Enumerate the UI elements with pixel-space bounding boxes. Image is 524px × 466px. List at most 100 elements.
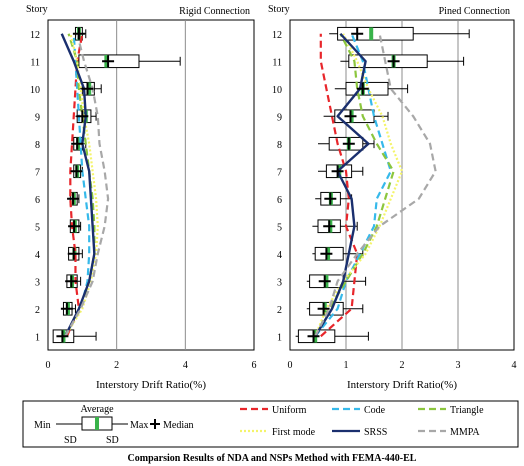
median-marker xyxy=(76,110,89,123)
y-tick-label: 8 xyxy=(277,140,282,151)
box-story-11 xyxy=(78,54,181,69)
series-line-mmpa xyxy=(64,33,110,337)
y-tick-label: 11 xyxy=(272,57,282,68)
x-tick-label: 2 xyxy=(114,360,119,371)
legend-entry-srss: SRSS xyxy=(332,427,387,438)
x-tick-label: 4 xyxy=(183,360,188,371)
x-tick-label: 3 xyxy=(456,360,461,371)
legend-sd-left-label: SD xyxy=(64,435,77,446)
y-axis-label: Story xyxy=(268,4,290,15)
y-tick-label: 6 xyxy=(35,195,40,206)
series-line-uniform xyxy=(319,33,359,338)
chart-title: Pined Connection xyxy=(439,6,510,17)
y-axis-label: Story xyxy=(26,4,48,15)
median-marker xyxy=(342,137,355,150)
legend-median-icon xyxy=(150,419,160,429)
chart-title: Rigid Connection xyxy=(179,6,250,17)
legend-entry-first-mode: First mode xyxy=(240,427,316,438)
x-tick-label: 4 xyxy=(512,360,517,371)
median-marker xyxy=(60,302,73,315)
x-tick-label: 0 xyxy=(46,360,51,371)
series-line-mmpa xyxy=(314,33,437,337)
median-marker xyxy=(102,55,115,68)
box-story-10 xyxy=(334,81,409,96)
legend-label: Code xyxy=(364,405,386,416)
box-story-1 xyxy=(295,329,369,344)
sd-box xyxy=(337,26,414,41)
y-tick-label: 2 xyxy=(35,305,40,316)
series-line-srss xyxy=(314,32,370,337)
x-tick-label: 0 xyxy=(288,360,293,371)
y-tick-label: 3 xyxy=(277,277,282,288)
legend-average-mark xyxy=(95,417,99,430)
y-tick-label: 7 xyxy=(35,167,40,178)
plot-area xyxy=(47,19,255,351)
legend-average-label: Average xyxy=(80,404,114,415)
legend-entry-uniform: Uniform xyxy=(240,405,307,416)
median-marker xyxy=(344,110,357,123)
y-tick-label: 2 xyxy=(277,305,282,316)
median-marker xyxy=(320,247,333,260)
median-marker xyxy=(72,27,85,40)
median-marker xyxy=(70,165,83,178)
median-marker xyxy=(56,330,69,343)
median-marker xyxy=(65,275,78,288)
x-tick-label: 2 xyxy=(400,360,405,371)
legend-label: MMPA xyxy=(450,427,480,438)
x-tick-label: 6 xyxy=(252,360,257,371)
median-marker xyxy=(67,192,80,205)
median-marker xyxy=(318,275,331,288)
y-tick-label: 10 xyxy=(272,85,282,96)
median-marker xyxy=(71,137,84,150)
median-marker xyxy=(356,82,369,95)
legend-label: SRSS xyxy=(364,427,387,438)
x-axis-label: Interstory Drift Ratio(%) xyxy=(96,379,206,391)
legend-entry-mmpa: MMPA xyxy=(418,427,480,438)
figure-caption: Comparsion Results of NDA and NSPs Metho… xyxy=(128,453,417,464)
series-line-code xyxy=(314,33,392,337)
y-tick-label: 3 xyxy=(35,277,40,288)
median-marker xyxy=(307,330,320,343)
y-tick-label: 5 xyxy=(277,222,282,233)
y-tick-label: 7 xyxy=(277,167,282,178)
y-tick-label: 5 xyxy=(35,222,40,233)
y-tick-label: 4 xyxy=(277,250,282,261)
legend-entry-triangle: Triangle xyxy=(418,405,484,416)
median-marker xyxy=(387,55,400,68)
legend-sd-right-label: SD xyxy=(106,435,119,446)
y-tick-label: 1 xyxy=(35,332,40,343)
y-tick-label: 10 xyxy=(30,85,40,96)
legend-label: Uniform xyxy=(272,405,307,416)
legend-label: First mode xyxy=(272,427,316,438)
y-tick-label: 1 xyxy=(277,332,282,343)
legend-label: Triangle xyxy=(450,405,484,416)
series-line-uniform xyxy=(65,33,84,337)
median-marker xyxy=(324,192,337,205)
median-marker xyxy=(331,165,344,178)
y-tick-label: 6 xyxy=(277,195,282,206)
legend-max-label: Max xyxy=(130,420,148,431)
legend: Average Min Max SD SD Median Uniform Code… xyxy=(22,400,519,448)
y-tick-label: 9 xyxy=(277,112,282,123)
series-line-srss xyxy=(60,33,96,337)
box-story-3 xyxy=(306,274,367,289)
y-tick-label: 8 xyxy=(35,140,40,151)
legend-min-label: Min xyxy=(34,420,51,431)
y-tick-label: 11 xyxy=(30,57,40,68)
y-tick-label: 12 xyxy=(30,30,40,41)
series-line-triangle xyxy=(314,33,395,337)
y-tick-label: 9 xyxy=(35,112,40,123)
median-marker xyxy=(323,220,336,233)
median-marker xyxy=(68,220,81,233)
median-marker xyxy=(317,302,330,315)
average-mark xyxy=(369,27,374,41)
x-axis-label: Interstory Drift Ratio(%) xyxy=(347,379,457,391)
median-marker xyxy=(81,82,94,95)
x-tick-label: 1 xyxy=(344,360,349,371)
y-tick-label: 4 xyxy=(35,250,40,261)
median-marker xyxy=(351,27,364,40)
y-tick-label: 12 xyxy=(272,30,282,41)
